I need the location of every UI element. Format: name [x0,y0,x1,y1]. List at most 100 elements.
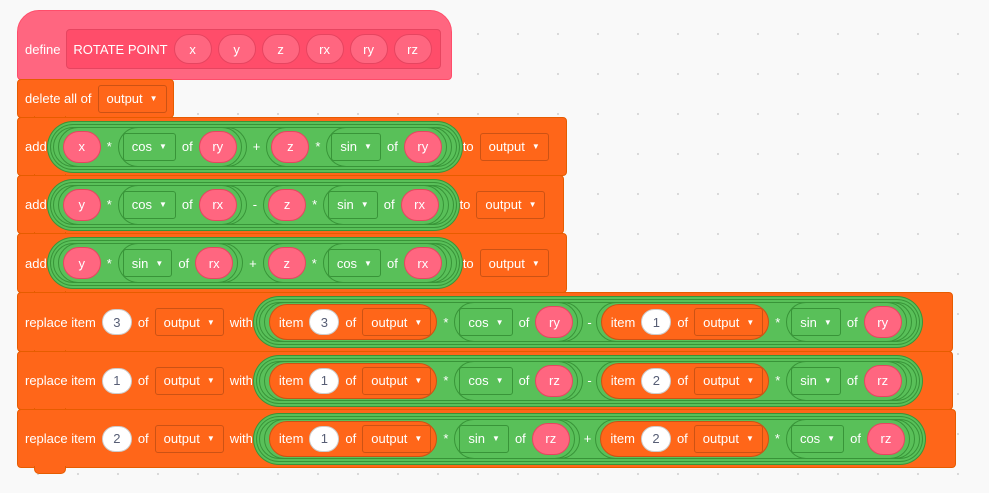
math-function-reporter[interactable]: cos ▼ of ry [454,302,579,342]
function-dropdown[interactable]: cos ▼ [790,424,845,453]
replace-item-block-2[interactable]: replace item 1 of output ▼ with item 1 of… [17,351,953,416]
list-dropdown[interactable]: output ▼ [479,132,549,161]
add-block-1[interactable]: add x * cos ▼ of ry + z * sin ▼ of ry to o… [17,117,567,182]
item-of-list-reporter[interactable]: item 1 of output ▼ [600,304,770,340]
reporter-rx[interactable]: rx [195,247,234,279]
math-function-reporter[interactable]: cos ▼ of rz [785,418,910,459]
reporter-y[interactable]: y [62,188,101,221]
multiply-operator[interactable]: y * sin ▼ of rx [57,243,244,283]
list-dropdown[interactable]: output ▼ [362,308,432,336]
function-dropdown[interactable]: sin ▼ [328,190,378,219]
function-dropdown[interactable]: cos ▼ [122,132,176,161]
list-dropdown[interactable]: output ▼ [694,366,764,395]
reporter-ry[interactable]: ry [198,130,237,163]
reporter-rx[interactable]: rx [198,188,237,221]
function-dropdown[interactable]: sin ▼ [791,366,841,395]
param-z[interactable]: z [261,34,300,64]
reporter-rz[interactable]: rz [866,422,905,455]
index-input[interactable]: 3 [101,309,132,335]
math-function-reporter[interactable]: sin ▼ of ry [326,126,447,167]
index-input[interactable]: 1 [309,425,340,452]
reporter-rx[interactable]: rx [403,247,442,279]
math-function-reporter[interactable]: cos ▼ of rx [117,184,242,225]
add-block-2[interactable]: add y * cos ▼ of rx - z * sin ▼ of rx to o… [17,175,564,240]
reporter-ry[interactable]: ry [863,306,902,338]
function-dropdown[interactable]: sin ▼ [791,308,841,336]
multiply-operator[interactable]: y * cos ▼ of rx [57,184,247,225]
param-rz[interactable]: rz [393,34,432,64]
math-function-reporter[interactable]: sin ▼ of rx [323,184,444,225]
list-dropdown[interactable]: output ▼ [154,424,224,453]
function-dropdown[interactable]: cos ▼ [122,190,176,219]
index-input[interactable]: 2 [101,425,132,452]
param-x[interactable]: x [173,34,212,64]
math-function-reporter[interactable]: cos ▼ of ry [117,126,242,167]
minus-operator[interactable]: item 3 of output ▼ * cos ▼ of ry - item 1 … [258,302,917,342]
index-input[interactable]: 2 [640,425,671,452]
list-dropdown[interactable]: output ▼ [476,190,546,219]
item-of-list-reporter[interactable]: item 3 of output ▼ [268,304,438,340]
list-dropdown[interactable]: output ▼ [479,249,549,277]
custom-block-prototype[interactable]: ROTATE POINT x y z rx ry rz [66,29,441,69]
replace-item-block-3[interactable]: replace item 2 of output ▼ with item 1 of… [17,409,956,474]
math-function-reporter[interactable]: sin ▼ of rx [117,243,239,283]
add-block-3[interactable]: add y * sin ▼ of rx + z * cos ▼ of rx to o… [17,233,567,299]
plus-operator[interactable]: item 1 of output ▼ * sin ▼ of rz + item 2 … [258,418,920,459]
delete-all-block[interactable]: delete all of output ▼ [17,79,174,124]
reporter-rz[interactable]: rz [863,364,902,397]
list-dropdown[interactable]: output ▼ [362,424,432,453]
reporter-ry[interactable]: ry [403,130,442,163]
list-dropdown[interactable]: output ▼ [362,366,432,395]
index-input[interactable]: 1 [309,367,340,394]
function-dropdown[interactable]: sin ▼ [331,132,381,161]
function-dropdown[interactable]: sin ▼ [459,424,509,453]
math-function-reporter[interactable]: sin ▼ of ry [786,302,907,342]
multiply-operator[interactable]: z * sin ▼ of rx [263,184,449,225]
param-ry[interactable]: ry [349,34,388,64]
list-dropdown[interactable]: output ▼ [694,308,764,336]
math-function-reporter[interactable]: sin ▼ of rz [454,418,575,459]
index-input[interactable]: 1 [101,367,132,394]
item-of-list-reporter[interactable]: item 2 of output ▼ [600,362,770,399]
function-dropdown[interactable]: cos ▼ [459,308,513,336]
multiply-operator[interactable]: item 1 of output ▼ * cos ▼ of rz [263,360,584,401]
math-function-reporter[interactable]: cos ▼ of rx [322,243,447,283]
list-dropdown[interactable]: output ▼ [97,84,167,113]
function-dropdown[interactable]: sin ▼ [122,249,173,277]
item-of-list-reporter[interactable]: item 1 of output ▼ [268,362,438,399]
reporter-z[interactable]: z [271,130,310,163]
reporter-x[interactable]: x [62,130,101,163]
multiply-operator[interactable]: item 2 of output ▼ * sin ▼ of rz [595,360,912,401]
multiply-operator[interactable]: z * sin ▼ of ry [266,126,452,167]
index-input[interactable]: 3 [309,309,340,335]
function-dropdown[interactable]: cos ▼ [327,249,381,277]
replace-item-block-1[interactable]: replace item 3 of output ▼ with item 3 of… [17,292,953,358]
reporter-z[interactable]: z [267,247,306,279]
reporter-rz[interactable]: rz [535,364,574,397]
minus-operator[interactable]: item 1 of output ▼ * cos ▼ of rz - item 2 … [258,360,917,401]
reporter-y[interactable]: y [62,247,101,279]
reporter-ry[interactable]: ry [535,306,574,338]
reporter-rz[interactable]: rz [531,422,570,455]
list-dropdown[interactable]: output ▼ [693,424,763,453]
multiply-operator[interactable]: item 1 of output ▼ * sin ▼ of ry [595,302,912,342]
multiply-operator[interactable]: item 3 of output ▼ * cos ▼ of ry [263,302,584,342]
multiply-operator[interactable]: item 1 of output ▼ * sin ▼ of rz [263,418,580,459]
plus-operator[interactable]: x * cos ▼ of ry + z * sin ▼ of ry [52,126,457,167]
item-of-list-reporter[interactable]: item 2 of output ▼ [600,420,769,457]
item-of-list-reporter[interactable]: item 1 of output ▼ [268,420,438,457]
multiply-operator[interactable]: z * cos ▼ of rx [262,243,452,283]
reporter-z[interactable]: z [268,188,307,221]
minus-operator[interactable]: y * cos ▼ of rx - z * sin ▼ of rx [52,184,454,225]
math-function-reporter[interactable]: sin ▼ of rz [786,360,907,401]
param-y[interactable]: y [217,34,256,64]
math-function-reporter[interactable]: cos ▼ of rz [454,360,579,401]
plus-operator[interactable]: y * sin ▼ of rx + z * cos ▼ of rx [52,243,457,283]
define-hat-block[interactable]: define ROTATE POINT x y z rx ry rz [17,10,452,80]
reporter-rx[interactable]: rx [400,188,439,221]
index-input[interactable]: 2 [641,367,672,394]
multiply-operator[interactable]: item 2 of output ▼ * cos ▼ of rz [595,418,915,459]
index-input[interactable]: 1 [641,309,672,335]
param-rx[interactable]: rx [305,34,344,64]
function-dropdown[interactable]: cos ▼ [459,366,513,395]
